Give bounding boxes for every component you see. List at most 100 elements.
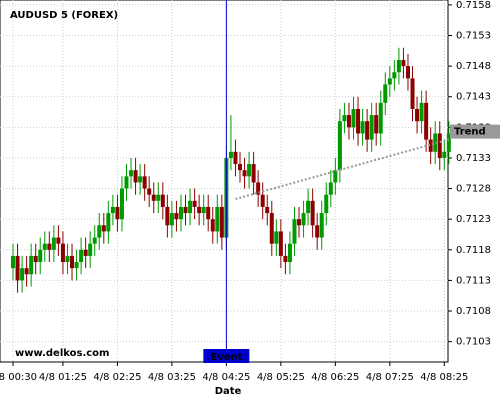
x-tick-label: 4/8 07:25: [366, 372, 414, 383]
candle-body: [169, 213, 174, 226]
candle-body: [183, 206, 188, 214]
candle-body: [38, 249, 43, 263]
candle-body: [160, 194, 165, 207]
candle-body: [83, 249, 88, 256]
y-tick-label: 0.7143: [456, 92, 491, 103]
candle-body: [142, 176, 147, 189]
candle-body: [424, 102, 429, 140]
candle-body: [297, 219, 302, 226]
candle-body: [165, 206, 170, 226]
candle-body: [442, 151, 447, 158]
candle-body: [11, 255, 15, 269]
candle-body: [15, 255, 20, 281]
candle-body: [396, 60, 401, 73]
candle-body: [174, 213, 179, 220]
candle-body: [29, 255, 34, 275]
candle-body: [65, 255, 70, 263]
candle-body: [410, 78, 415, 109]
candle-body: [328, 182, 333, 195]
candle-body: [333, 170, 338, 183]
candle-body: [228, 151, 233, 158]
candle-body: [88, 243, 93, 256]
trend-label: Trend: [454, 127, 486, 138]
candle-body: [206, 206, 211, 220]
x-tick-label: 4/8 03:25: [148, 372, 196, 383]
candle-body: [337, 121, 342, 171]
y-tick-label: 0.7103: [456, 337, 491, 348]
candle-body: [115, 206, 120, 220]
candle-body: [374, 115, 379, 134]
candle-body: [346, 115, 351, 128]
y-tick-label: 0.7133: [456, 153, 491, 164]
x-tick-label: 4/8 01:25: [39, 372, 87, 383]
candle-body: [319, 213, 324, 238]
candle-body: [287, 243, 292, 263]
candle-body: [129, 170, 134, 177]
y-tick-label: 0.7113: [456, 275, 491, 286]
candle-body: [33, 255, 38, 263]
x-tick-label: 4/8 06:25: [311, 372, 359, 383]
candle-body: [56, 237, 61, 244]
candle-body: [256, 182, 261, 195]
y-tick-label: 0.7158: [456, 0, 491, 11]
candle-body: [365, 121, 370, 140]
x-tick-label: 4/8 05:25: [257, 372, 305, 383]
candle-body: [178, 206, 183, 220]
candle-body: [360, 121, 365, 134]
candle-body: [238, 164, 242, 171]
candle-body: [51, 237, 56, 250]
candle-body: [124, 176, 129, 189]
candle-body: [110, 206, 115, 214]
candle-body: [383, 84, 388, 103]
watermark: www.delkos.com: [15, 348, 109, 359]
candle-body: [283, 255, 288, 263]
candle-body: [301, 213, 306, 226]
y-tick-label: 0.7108: [456, 306, 491, 317]
y-tick-label: 0.7123: [456, 214, 491, 225]
candle-body: [92, 237, 97, 244]
candle-body: [70, 255, 75, 269]
candle-body: [197, 206, 202, 214]
candle-body: [20, 268, 25, 281]
candle-body: [47, 243, 52, 250]
candle-body: [192, 200, 197, 207]
y-tick-label: 0.7128: [456, 184, 491, 195]
candle-body: [378, 102, 383, 134]
candle-body: [42, 243, 47, 250]
y-tick-label: 0.7153: [456, 31, 491, 42]
candle-body: [310, 200, 315, 226]
x-tick-label: 4/8 00:30: [0, 372, 37, 383]
y-tick-label: 0.7148: [456, 61, 491, 72]
candle-body: [351, 108, 356, 128]
candle-body: [260, 194, 265, 207]
trend-label-bg: [450, 124, 500, 139]
candle-body: [306, 200, 311, 214]
candle-body: [278, 231, 283, 256]
candle-body: [147, 188, 152, 195]
candle-body: [446, 133, 451, 152]
candle-body: [274, 231, 279, 244]
candle-body: [369, 115, 374, 140]
candle-body: [215, 206, 220, 232]
candle-body: [60, 243, 65, 263]
candle-body: [269, 213, 274, 244]
candle-body: [251, 164, 256, 183]
trend-line: [235, 138, 450, 200]
candle-body: [437, 133, 442, 158]
candle-body: [265, 206, 270, 214]
event-label: Event: [210, 352, 242, 363]
candle-body: [201, 206, 206, 214]
candle-body: [387, 78, 392, 85]
candle-body: [392, 72, 397, 79]
candle-body: [428, 139, 433, 152]
candle-body: [242, 170, 247, 177]
candle-body: [405, 66, 410, 79]
x-tick-label: 4/8 08:25: [420, 372, 468, 383]
candle-body: [233, 151, 238, 165]
candle-body: [356, 108, 361, 134]
candle-body: [79, 249, 84, 263]
y-tick-label: 0.7118: [456, 245, 491, 256]
candle-body: [24, 268, 29, 275]
x-tick-label: 4/8 02:25: [93, 372, 141, 383]
